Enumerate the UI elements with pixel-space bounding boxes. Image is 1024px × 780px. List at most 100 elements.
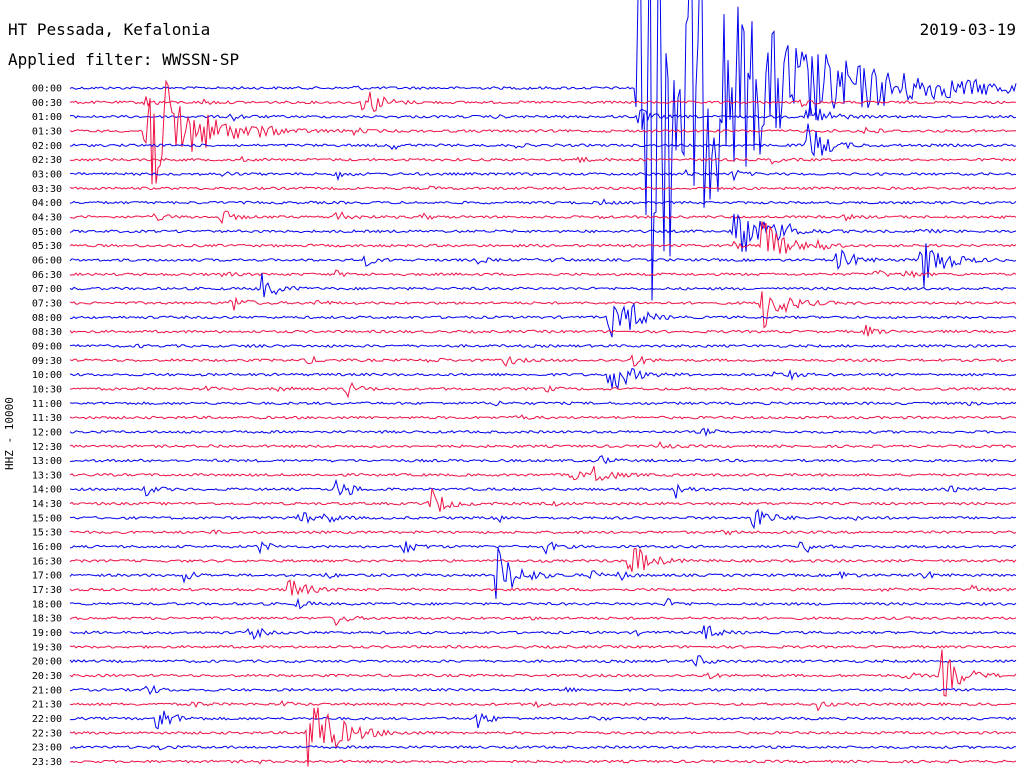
trace-2100 — [69, 684, 1017, 696]
row-time-label: 00:00 — [32, 84, 62, 95]
row-time-label: 11:00 — [32, 399, 62, 410]
row-time-label: 15:00 — [32, 513, 62, 524]
trace-0930 — [69, 353, 1017, 367]
row-time-label: 15:30 — [32, 528, 62, 539]
trace-0430 — [69, 210, 1017, 225]
trace-2130 — [69, 700, 1017, 712]
applied-filter: Applied filter: WWSSN-SP — [8, 50, 240, 69]
trace-1100 — [69, 400, 1017, 407]
row-time-label: 19:30 — [32, 642, 62, 653]
trace-0900 — [69, 343, 1017, 349]
row-time-label: 21:30 — [32, 700, 62, 711]
row-time-label: 07:00 — [32, 284, 62, 295]
trace-1930 — [69, 644, 1017, 649]
trace-1900 — [69, 625, 1017, 641]
trace-0000 — [69, 0, 1017, 301]
row-time-label: 23:30 — [32, 757, 62, 768]
row-time-label: 02:30 — [32, 155, 62, 166]
trace-1000 — [69, 367, 1017, 389]
row-time-label: 20:00 — [32, 657, 62, 668]
row-time-label: 19:00 — [32, 628, 62, 639]
trace-0730 — [69, 291, 1017, 329]
station-title: HT Pessada, Kefalonia — [8, 20, 211, 39]
trace-0530 — [69, 221, 1017, 254]
row-time-label: 01:30 — [32, 126, 62, 137]
row-time-label: 13:30 — [32, 470, 62, 481]
trace-1500 — [69, 508, 1017, 530]
trace-2330 — [69, 759, 1017, 765]
trace-1200 — [69, 427, 1017, 438]
row-time-label: 18:00 — [32, 599, 62, 610]
row-time-label: 08:00 — [32, 313, 62, 324]
trace-0230 — [69, 155, 1017, 165]
row-time-label: 06:00 — [32, 255, 62, 266]
trace-0600 — [69, 243, 1017, 288]
trace-1030 — [69, 382, 1017, 399]
row-time-label: 04:30 — [32, 212, 62, 223]
row-time-label: 03:00 — [32, 169, 62, 180]
row-time-label: 14:00 — [32, 485, 62, 496]
trace-2300 — [69, 745, 1017, 751]
row-time-label: 00:30 — [32, 98, 62, 109]
row-time-label: 16:00 — [32, 542, 62, 553]
trace-1630 — [69, 547, 1017, 572]
trace-0630 — [69, 269, 1017, 279]
trace-2230 — [69, 707, 1017, 767]
trace-0830 — [69, 324, 1017, 337]
row-time-label: 22:00 — [32, 714, 62, 725]
trace-1330 — [69, 466, 1017, 482]
row-time-label: 11:30 — [32, 413, 62, 424]
row-time-label: 09:30 — [32, 356, 62, 367]
channel-label: HHZ - 10000 — [3, 397, 16, 470]
row-time-label: 21:00 — [32, 685, 62, 696]
trace-1430 — [69, 488, 1017, 512]
trace-1300 — [69, 455, 1017, 465]
trace-2000 — [69, 655, 1017, 667]
trace-0400 — [69, 198, 1017, 206]
row-time-label: 17:30 — [32, 585, 62, 596]
row-time-label: 23:00 — [32, 743, 62, 754]
row-time-label: 05:30 — [32, 241, 62, 252]
trace-1130 — [69, 414, 1017, 420]
trace-1400 — [69, 478, 1017, 499]
row-time-label: 16:30 — [32, 556, 62, 567]
trace-0300 — [69, 169, 1017, 182]
trace-1600 — [69, 541, 1017, 555]
trace-0030 — [69, 91, 1017, 113]
trace-0100 — [69, 103, 1017, 124]
trace-1530 — [69, 529, 1017, 536]
row-time-label: 14:30 — [32, 499, 62, 510]
trace-1800 — [69, 597, 1017, 610]
row-time-label: 08:30 — [32, 327, 62, 338]
record-date: 2019-03-19 — [919, 20, 1016, 39]
trace-0200 — [69, 123, 1017, 157]
row-time-label: 01:00 — [32, 112, 62, 123]
row-time-label: 05:00 — [32, 227, 62, 238]
row-time-label: 17:00 — [32, 571, 62, 582]
row-time-label: 03:30 — [32, 184, 62, 195]
row-time-label: 18:30 — [32, 614, 62, 625]
row-time-label: 12:30 — [32, 442, 62, 453]
trace-0130 — [69, 79, 1017, 185]
trace-1830 — [69, 615, 1017, 627]
row-time-label: 13:00 — [32, 456, 62, 467]
row-time-label: 10:30 — [32, 384, 62, 395]
row-time-label: 07:30 — [32, 298, 62, 309]
trace-2030 — [69, 649, 1017, 697]
row-time-label: 10:00 — [32, 370, 62, 381]
trace-0500 — [69, 213, 1017, 252]
row-time-label: 02:00 — [32, 141, 62, 152]
trace-0800 — [69, 302, 1017, 338]
trace-0330 — [69, 185, 1017, 191]
trace-0700 — [69, 273, 1017, 298]
row-time-label: 06:30 — [32, 270, 62, 281]
trace-1730 — [69, 579, 1017, 596]
row-time-label: 04:00 — [32, 198, 62, 209]
row-time-label: 12:00 — [32, 427, 62, 438]
row-time-label: 22:30 — [32, 728, 62, 739]
trace-2200 — [69, 710, 1017, 730]
row-time-label: 09:00 — [32, 341, 62, 352]
row-time-label: 20:30 — [32, 671, 62, 682]
trace-1230 — [69, 441, 1017, 449]
